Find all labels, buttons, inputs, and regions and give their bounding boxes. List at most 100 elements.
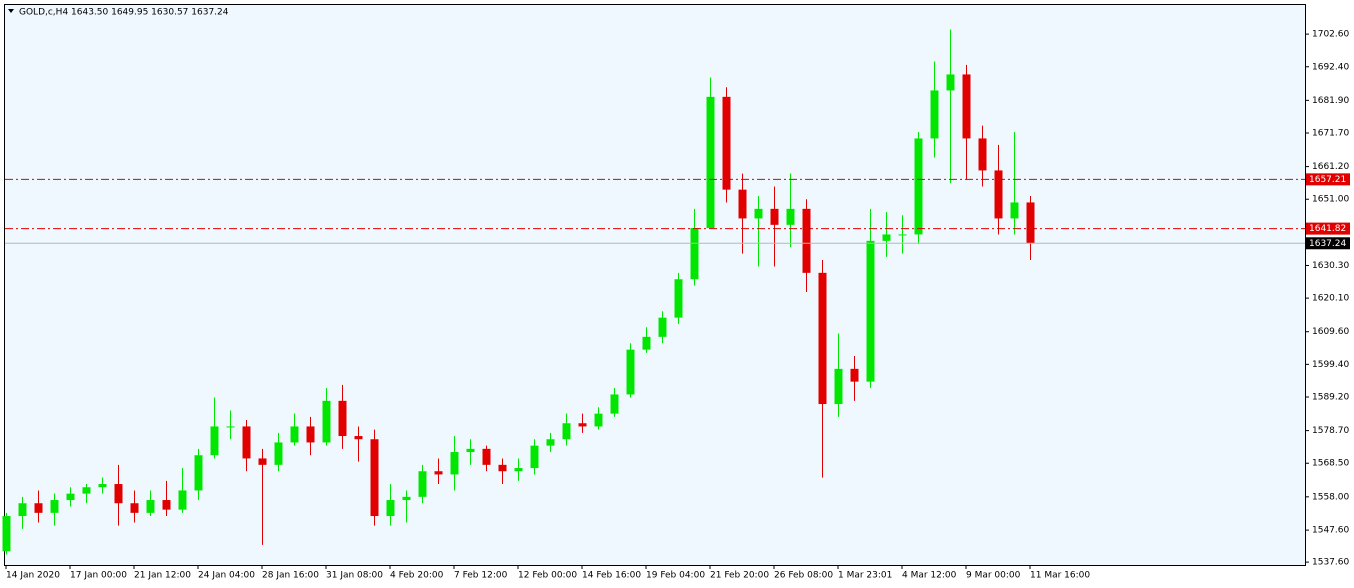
x-tick-label: 17 Jan 00:00 <box>70 571 127 581</box>
y-tick-label: 1702.60 <box>1312 30 1349 40</box>
candle-body <box>450 452 459 475</box>
candle-body <box>994 170 1003 219</box>
candle-body <box>354 436 363 440</box>
candle-body <box>978 138 987 171</box>
candle-body <box>306 426 315 443</box>
candle-body <box>466 448 475 453</box>
candle-body <box>690 228 699 280</box>
x-tick-label: 12 Feb 00:00 <box>518 571 577 581</box>
candle-body <box>210 426 219 456</box>
candle-body <box>834 368 843 405</box>
candle-body <box>610 394 619 414</box>
candle-body <box>882 234 891 241</box>
candle-body <box>338 400 347 437</box>
y-tick-label: 1568.50 <box>1312 459 1349 469</box>
candle-body <box>290 426 299 443</box>
candle-body <box>674 279 683 318</box>
plot-area <box>4 4 1306 566</box>
candle-body <box>802 208 811 273</box>
candle-body <box>578 423 587 427</box>
candle-body <box>658 317 667 337</box>
candle-body <box>146 500 155 513</box>
candle-body <box>930 90 939 139</box>
candle-body <box>642 336 651 350</box>
candle-body <box>626 349 635 395</box>
candle-body <box>962 74 971 139</box>
candle-body <box>98 484 107 488</box>
candle-body <box>530 445 539 469</box>
candle-body <box>370 439 379 517</box>
candle-body <box>162 500 171 510</box>
y-tick-label: 1692.40 <box>1312 62 1349 72</box>
candle-body <box>594 413 603 427</box>
candle-body <box>386 500 395 517</box>
candle-body <box>514 468 523 472</box>
x-tick-label: 21 Jan 12:00 <box>134 571 191 581</box>
x-tick-label: 4 Mar 12:00 <box>902 571 957 581</box>
y-tick-label: 1681.90 <box>1312 96 1349 106</box>
x-tick-label: 9 Mar 00:00 <box>966 571 1021 581</box>
level-label-box <box>1306 222 1350 235</box>
candle-body <box>1010 202 1019 219</box>
candle-body <box>818 272 827 405</box>
x-tick-label: 19 Feb 04:00 <box>646 571 705 581</box>
x-tick-label: 26 Feb 08:00 <box>774 571 833 581</box>
y-tick-label: 1558.00 <box>1312 492 1349 502</box>
candle-body <box>178 490 187 510</box>
candle-body <box>722 96 731 190</box>
candle-body <box>226 426 235 428</box>
candle-body <box>706 96 715 229</box>
candle-body <box>866 240 875 382</box>
x-tick-label: 4 Feb 20:00 <box>390 571 444 581</box>
y-tick-label: 1620.10 <box>1312 294 1349 304</box>
level-label: 1641.82 <box>1309 224 1346 234</box>
candle-body <box>770 208 779 225</box>
y-tick-label: 1671.70 <box>1312 129 1349 139</box>
candle-body <box>418 471 427 497</box>
y-tick-label: 1661.20 <box>1312 162 1349 172</box>
candle-body <box>194 455 203 491</box>
candle-body <box>434 471 443 475</box>
last-price-box <box>1306 237 1350 250</box>
candle-body <box>258 458 267 465</box>
x-tick-label: 7 Feb 12:00 <box>454 571 508 581</box>
candle-body <box>754 208 763 219</box>
candle-body <box>786 208 795 225</box>
candle-body <box>546 439 555 446</box>
candle-body <box>18 503 27 517</box>
candle-body <box>914 138 923 235</box>
candle-body <box>1026 202 1035 244</box>
x-tick-label: 1 Mar 23:01 <box>838 571 892 581</box>
candle-body <box>562 423 571 440</box>
candle-body <box>850 368 859 382</box>
candle-body <box>34 503 43 513</box>
candle-body <box>898 234 907 236</box>
candle-body <box>402 496 411 501</box>
candle-body <box>274 442 283 465</box>
x-tick-label: 28 Jan 16:00 <box>262 571 319 581</box>
chart-title: GOLD,c,H4 1643.50 1649.95 1630.57 1637.2… <box>19 8 229 18</box>
candle-body <box>242 426 251 459</box>
candle-body <box>66 493 75 501</box>
y-tick-label: 1609.60 <box>1312 327 1349 337</box>
y-tick-label: 1599.40 <box>1312 360 1349 370</box>
candle-body <box>322 400 331 443</box>
candle-body <box>946 74 955 91</box>
x-tick-label: 21 Feb 20:00 <box>710 571 769 581</box>
y-tick-label: 1578.70 <box>1312 426 1349 436</box>
x-tick-label: 24 Jan 04:00 <box>198 571 255 581</box>
candle-body <box>738 189 747 219</box>
y-tick-label: 1630.30 <box>1312 261 1349 271</box>
candle-body <box>82 487 91 494</box>
x-tick-label: 14 Jan 2020 <box>6 571 60 581</box>
x-tick-label: 11 Mar 16:00 <box>1030 571 1090 581</box>
menu-triangle[interactable] <box>8 9 14 13</box>
level-label-box <box>1306 173 1350 186</box>
candle-body <box>130 503 139 513</box>
y-tick-label: 1537.60 <box>1312 558 1349 568</box>
candle-body <box>2 516 11 552</box>
last-price-label: 1637.24 <box>1309 239 1346 249</box>
candle-body <box>498 464 507 472</box>
level-label: 1657.21 <box>1309 175 1346 185</box>
